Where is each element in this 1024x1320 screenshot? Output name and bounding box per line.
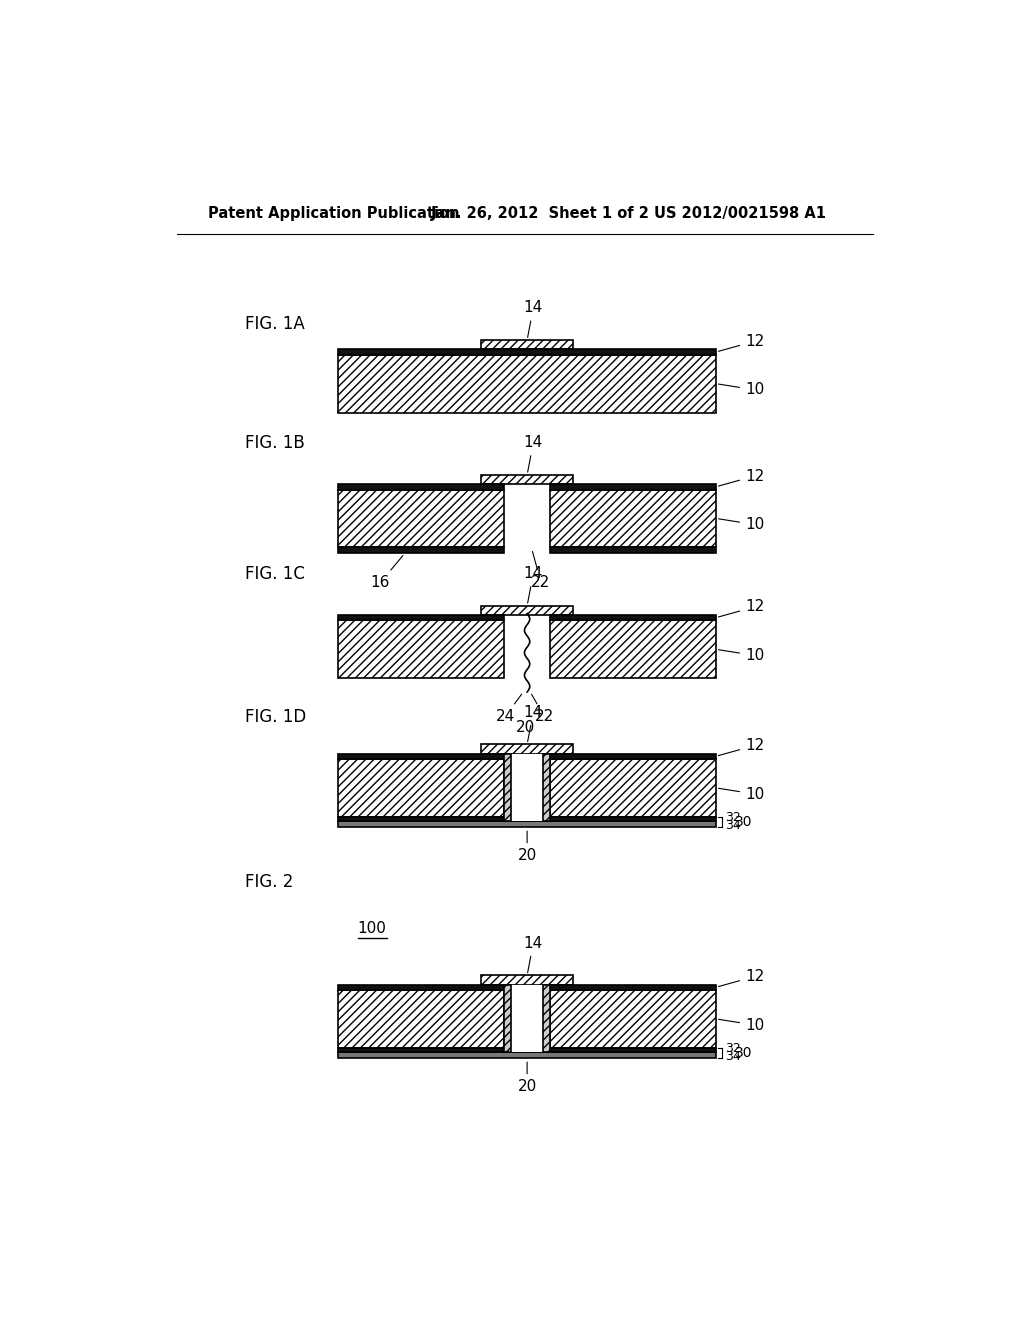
Text: FIG. 1B: FIG. 1B: [245, 434, 304, 453]
Text: 12: 12: [719, 599, 764, 616]
Bar: [550, 990, 716, 1048]
Bar: [544, 754, 550, 821]
Bar: [504, 985, 511, 1052]
Bar: [339, 484, 504, 490]
Text: 22: 22: [531, 552, 551, 590]
Bar: [550, 754, 716, 759]
Text: 30: 30: [735, 814, 753, 829]
Bar: [481, 341, 573, 350]
Bar: [481, 475, 573, 484]
Bar: [339, 821, 716, 826]
Text: 32: 32: [725, 1043, 740, 1056]
Bar: [550, 620, 716, 678]
Bar: [339, 759, 504, 817]
Bar: [339, 615, 504, 620]
Text: 32: 32: [725, 812, 740, 825]
Bar: [339, 1052, 716, 1057]
Bar: [481, 975, 573, 985]
Text: 10: 10: [719, 517, 764, 532]
Text: Patent Application Publication: Patent Application Publication: [208, 206, 459, 222]
Bar: [511, 754, 544, 821]
Bar: [339, 985, 504, 990]
Text: Jan. 26, 2012  Sheet 1 of 2: Jan. 26, 2012 Sheet 1 of 2: [431, 206, 650, 222]
Bar: [339, 548, 504, 553]
Bar: [339, 754, 504, 759]
Bar: [339, 990, 504, 1048]
Bar: [550, 484, 716, 490]
Bar: [550, 759, 716, 817]
Text: 12: 12: [719, 469, 764, 486]
Text: 34: 34: [725, 820, 740, 832]
Text: 34: 34: [725, 1051, 740, 1063]
Text: 12: 12: [719, 969, 764, 986]
Text: 14: 14: [523, 301, 543, 338]
Bar: [511, 985, 544, 1052]
Text: 100: 100: [357, 921, 387, 936]
Text: 24: 24: [496, 694, 521, 723]
Text: 12: 12: [719, 738, 764, 755]
Bar: [339, 1048, 716, 1052]
Bar: [550, 490, 716, 548]
Bar: [550, 548, 716, 553]
Bar: [339, 350, 716, 355]
Text: 10: 10: [719, 383, 764, 397]
Bar: [544, 985, 550, 1052]
Text: 22: 22: [531, 694, 554, 723]
Text: 14: 14: [523, 566, 543, 603]
Text: 10: 10: [719, 787, 764, 801]
Text: 12: 12: [719, 334, 764, 351]
Text: 14: 14: [523, 936, 543, 973]
Text: FIG. 1D: FIG. 1D: [245, 708, 306, 726]
Text: 20: 20: [517, 832, 537, 863]
Text: 30: 30: [735, 1045, 753, 1060]
Text: 10: 10: [719, 1018, 764, 1032]
Bar: [339, 817, 716, 821]
Bar: [481, 744, 573, 754]
Bar: [481, 606, 573, 615]
Bar: [339, 620, 504, 678]
Bar: [339, 490, 504, 548]
Text: 14: 14: [523, 436, 543, 473]
Text: 20: 20: [516, 719, 536, 735]
Text: 10: 10: [719, 648, 764, 663]
Text: US 2012/0021598 A1: US 2012/0021598 A1: [654, 206, 826, 222]
Bar: [504, 754, 511, 821]
Text: 16: 16: [371, 556, 402, 590]
Text: FIG. 2: FIG. 2: [245, 874, 293, 891]
Text: FIG. 1C: FIG. 1C: [245, 565, 304, 583]
Text: FIG. 1A: FIG. 1A: [245, 315, 304, 333]
Bar: [550, 615, 716, 620]
Text: 20: 20: [517, 1063, 537, 1094]
Bar: [550, 985, 716, 990]
Bar: [339, 355, 716, 412]
Text: 14: 14: [523, 705, 543, 742]
